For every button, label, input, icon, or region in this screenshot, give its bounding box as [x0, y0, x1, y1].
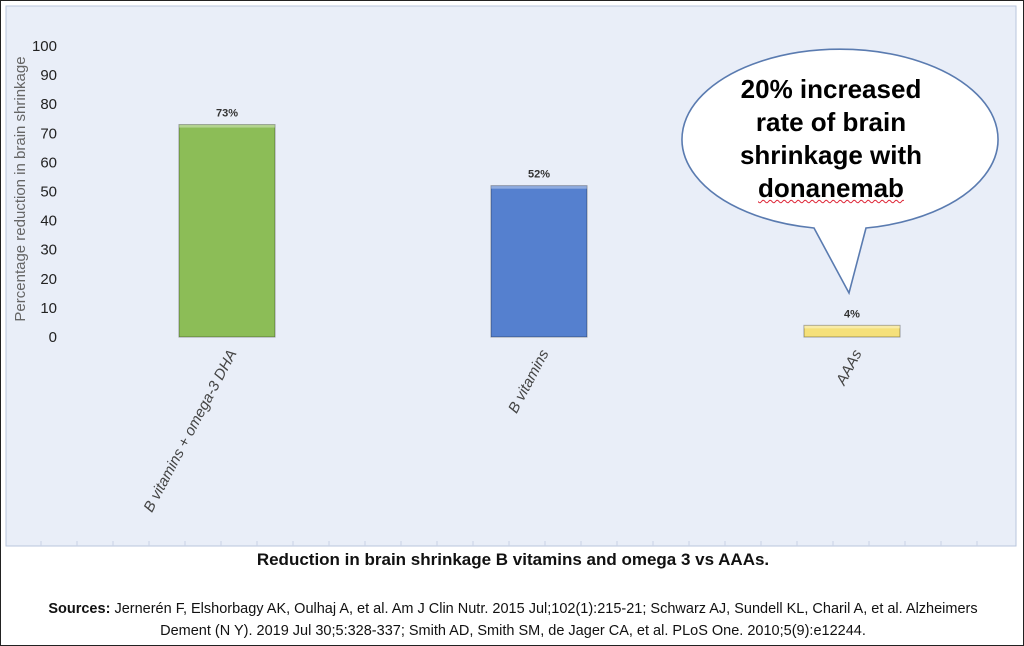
- y-axis-label: Percentage reduction in brain shrinkage: [12, 56, 29, 321]
- callout-line: donanemab: [758, 173, 904, 203]
- sources-note: Sources: Jernerén F, Elshorbagy AK, Oulh…: [21, 598, 1005, 642]
- y-tick-label: 60: [40, 154, 57, 171]
- bar-highlight: [804, 325, 900, 329]
- callout-line: 20% increased: [740, 74, 922, 104]
- y-tick-label: 40: [40, 213, 57, 230]
- y-axis: 0 10 20 30 40 50 60 70 80 90 100: [32, 38, 57, 346]
- data-label: 73%: [216, 108, 238, 120]
- callout-text: 20% increased rate of brain shrinkage wi…: [691, 73, 971, 205]
- y-tick-label: 20: [40, 271, 57, 288]
- y-tick-label: 10: [40, 300, 57, 317]
- data-label: 4%: [844, 308, 860, 320]
- bar: [178, 124, 276, 338]
- y-tick-label: 30: [40, 242, 57, 259]
- y-tick-label: 0: [49, 329, 57, 346]
- bars-group: [178, 124, 901, 338]
- data-label: 52%: [528, 169, 550, 181]
- x-axis-ticks: [40, 541, 978, 546]
- callout-line: shrinkage with: [739, 140, 923, 170]
- y-tick-label: 50: [40, 184, 57, 201]
- y-tick-label: 100: [32, 38, 57, 55]
- y-tick-label: 80: [40, 96, 57, 113]
- chart-title: Reduction in brain shrinkage B vitamins …: [256, 550, 770, 569]
- sources-label: Sources:: [48, 601, 111, 617]
- bar-highlight: [491, 185, 587, 189]
- callout-line: rate of brain: [755, 107, 907, 137]
- bar: [803, 324, 901, 338]
- y-tick-label: 90: [40, 67, 57, 84]
- data-labels-group: 73% 52% 4%: [216, 108, 860, 321]
- callout-bubble: [681, 48, 999, 296]
- bar-highlight: [179, 124, 275, 128]
- sources-text: Jernerén F, Elshorbagy AK, Oulhaj A, et …: [114, 601, 978, 639]
- y-tick-label: 70: [40, 125, 57, 142]
- bar: [490, 185, 588, 338]
